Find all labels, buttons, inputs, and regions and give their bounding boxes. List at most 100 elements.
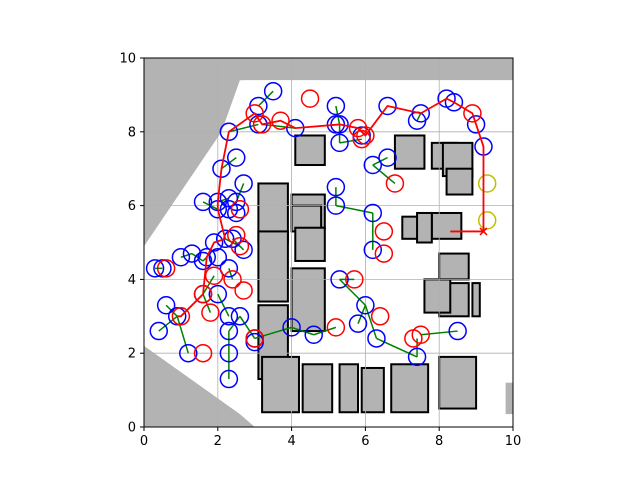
node-blue xyxy=(367,329,386,348)
node-red xyxy=(356,126,375,145)
node-blue xyxy=(167,307,187,326)
node-red xyxy=(252,115,272,134)
tree-edge xyxy=(202,293,212,313)
tree-edge xyxy=(416,113,422,122)
y-tick-label: 10 xyxy=(119,52,136,67)
map-unknown-region xyxy=(505,382,513,415)
node-blue xyxy=(330,133,349,153)
map-obstacle xyxy=(294,226,326,262)
tree-edge xyxy=(335,105,341,125)
node-blue xyxy=(153,259,172,278)
node-red xyxy=(345,270,364,289)
node-blue xyxy=(208,284,228,304)
node-red xyxy=(227,225,246,245)
y-tick-label: 6 xyxy=(128,199,136,214)
node-blue xyxy=(145,259,165,278)
node-blue xyxy=(444,93,464,112)
node-red xyxy=(230,200,250,219)
map-obstacle xyxy=(294,134,326,167)
node-blue xyxy=(378,148,397,167)
tree-edge xyxy=(420,330,458,336)
map-unknown-region xyxy=(239,58,513,81)
node-red xyxy=(370,307,390,326)
node-blue xyxy=(466,115,486,134)
tree-edge xyxy=(180,252,193,258)
y-tick-label: 2 xyxy=(128,347,136,362)
map-obstacle xyxy=(301,363,334,414)
node-red xyxy=(374,222,394,241)
map-obstacle xyxy=(360,366,385,414)
node-red xyxy=(385,174,405,193)
node-blue xyxy=(448,321,467,341)
node-red xyxy=(271,111,290,130)
node-blue xyxy=(326,96,346,116)
node-red xyxy=(201,303,220,322)
node-blue xyxy=(219,122,239,142)
node-blue xyxy=(326,115,346,134)
node-blue xyxy=(304,325,323,344)
node-blue xyxy=(282,318,301,337)
node-blue xyxy=(219,321,239,341)
node-blue xyxy=(245,332,264,352)
map-unknown-region xyxy=(144,58,244,247)
map-obstacle xyxy=(257,230,289,303)
map-obstacle xyxy=(393,134,426,170)
x-tick-label: 0 xyxy=(140,434,148,449)
node-blue xyxy=(234,174,253,193)
node-red xyxy=(171,307,191,326)
tree-edge xyxy=(176,316,189,354)
node-blue xyxy=(378,96,397,116)
x-tick-label: 4 xyxy=(287,434,295,449)
node-blue xyxy=(326,177,346,197)
node-red xyxy=(463,104,482,123)
node-blue xyxy=(193,251,213,271)
node-red xyxy=(300,89,320,108)
path-line xyxy=(177,97,485,318)
tree-edge xyxy=(364,304,378,339)
map-obstacle xyxy=(438,355,478,410)
map-obstacle xyxy=(445,167,474,196)
node-blue xyxy=(156,295,176,315)
node-yellow xyxy=(477,174,497,193)
x-tick-label: 8 xyxy=(435,434,443,449)
node-blue xyxy=(204,233,224,252)
node-blue xyxy=(149,321,169,341)
node-red xyxy=(230,236,250,256)
goal-marker-b xyxy=(479,227,488,236)
tree-edge xyxy=(335,204,373,214)
map-obstacle xyxy=(390,363,430,414)
node-red xyxy=(234,281,253,300)
x-tick-label: 2 xyxy=(214,434,222,449)
tree-edge xyxy=(257,90,274,107)
map-obstacle xyxy=(338,363,360,414)
node-blue xyxy=(208,248,228,267)
map-obstacle xyxy=(438,252,470,281)
y-tick-label: 4 xyxy=(128,273,136,288)
node-blue xyxy=(363,155,383,175)
node-blue xyxy=(219,369,239,389)
tree-edge xyxy=(339,278,366,306)
map-obstacle xyxy=(471,282,481,318)
node-blue xyxy=(219,259,239,278)
tree-edge xyxy=(158,315,178,332)
node-blue xyxy=(179,343,198,363)
node-blue xyxy=(212,159,231,178)
node-yellow xyxy=(477,211,497,230)
node-red xyxy=(156,259,176,278)
node-blue xyxy=(326,196,346,215)
tree-edge xyxy=(291,326,314,336)
map-obstacle xyxy=(423,278,452,314)
node-blue xyxy=(330,270,349,289)
node-red xyxy=(348,118,368,138)
node-blue xyxy=(356,295,375,315)
axes-frame xyxy=(143,57,514,428)
node-red xyxy=(374,244,394,263)
node-blue xyxy=(230,307,250,326)
node-blue xyxy=(227,148,246,167)
tree-edge xyxy=(357,304,367,324)
node-blue xyxy=(348,314,368,333)
node-red xyxy=(411,325,430,344)
node-red xyxy=(223,270,242,289)
map-obstacle xyxy=(290,267,326,333)
